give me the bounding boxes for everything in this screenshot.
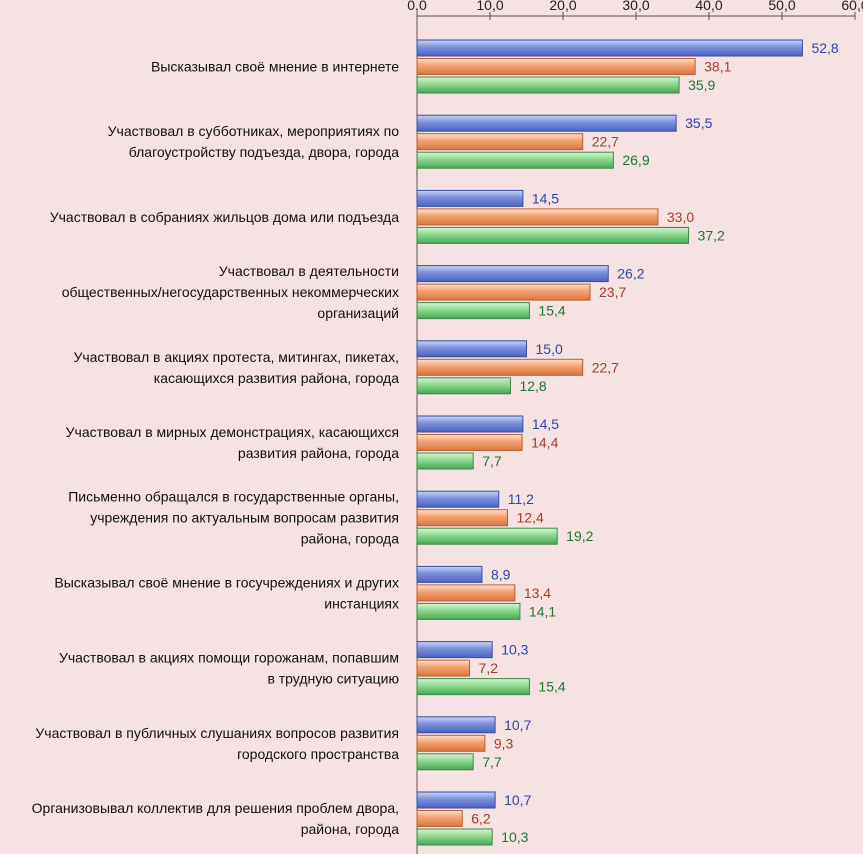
bar-series-3	[416, 151, 614, 169]
bar-series-2	[416, 734, 486, 752]
data-label-series-2: 6,2	[471, 811, 491, 827]
data-label-series-2: 22,7	[592, 359, 619, 375]
bar-series-3	[416, 377, 511, 395]
bar-series-3	[416, 302, 530, 320]
bar-series-1	[416, 265, 609, 283]
x-tick-label: 50,0	[768, 0, 795, 13]
data-label-series-1: 8,9	[491, 566, 511, 582]
bar-series-1	[416, 340, 527, 358]
data-label-series-1: 14,5	[532, 416, 559, 432]
category-label: касающихся развития района, города	[154, 370, 399, 386]
bar-series-3	[416, 226, 690, 244]
category-label: Участвовал в акциях протеста, митингах, …	[73, 349, 399, 365]
bar-series-2	[416, 584, 516, 602]
data-label-series-2: 14,4	[531, 435, 558, 451]
bar-series-3	[416, 753, 474, 771]
data-label-series-2: 9,3	[494, 735, 514, 751]
data-label-series-1: 10,3	[501, 642, 528, 658]
data-label-series-3: 7,7	[482, 754, 502, 770]
bar-series-2	[416, 283, 591, 301]
bar-series-2	[416, 58, 696, 75]
data-label-series-3: 35,9	[688, 77, 715, 93]
data-label-series-1: 10,7	[504, 792, 531, 808]
bar-series-1	[416, 189, 524, 207]
data-label-series-3: 7,7	[482, 453, 502, 469]
x-tick-label: 20,0	[549, 0, 576, 13]
category-label: инстанциях	[324, 595, 399, 611]
data-label-series-1: 52,8	[811, 40, 838, 56]
category-label: развития района, города	[238, 445, 399, 461]
data-label-series-1: 26,2	[617, 266, 644, 282]
bar-series-3	[416, 452, 474, 470]
bar-series-3	[416, 527, 558, 545]
data-label-series-3: 19,2	[566, 528, 593, 544]
bar-series-3	[416, 828, 493, 846]
bar-series-1	[416, 565, 483, 583]
bar-series-3	[416, 678, 530, 696]
x-tick-label: 0,0	[407, 0, 427, 13]
category-label: благоустройству подъезда, двора, города	[129, 144, 399, 160]
category-label: района, города	[301, 531, 399, 547]
category-label: Участвовал в субботниках, мероприятиях п…	[108, 123, 400, 139]
bar-series-2	[416, 133, 584, 151]
category-labels: Высказывал своё мнение в интернете Участв…	[32, 59, 400, 838]
data-label-series-3: 15,4	[538, 679, 565, 695]
bar-series-3	[416, 602, 521, 620]
data-label-series-2: 22,7	[592, 134, 619, 150]
bar-series-2	[416, 208, 659, 226]
category-label: общественных/негосударственных некоммерч…	[62, 284, 399, 300]
data-label-series-3: 14,1	[529, 603, 556, 619]
bar-series-1	[416, 791, 496, 809]
bar-series-1	[416, 490, 500, 508]
category-label: Участвовал в акциях помощи горожанам, по…	[59, 650, 399, 666]
data-label-series-1: 15,0	[536, 341, 563, 357]
bar-series-2	[416, 358, 584, 376]
data-label-series-2: 38,1	[704, 59, 731, 75]
data-labels: 52,838,135,935,522,726,914,533,037,226,2…	[471, 40, 839, 845]
bar-series-2	[416, 659, 471, 677]
category-label: организаций	[317, 305, 399, 321]
category-label: Участвовал в мирных демонстрациях, касаю…	[66, 424, 399, 440]
bar-series-2	[416, 509, 509, 527]
x-tick-label: 60,0	[841, 0, 863, 13]
data-label-series-1: 10,7	[504, 717, 531, 733]
data-label-series-1: 14,5	[532, 190, 559, 206]
bar-series-1	[416, 415, 524, 433]
data-label-series-3: 12,8	[519, 378, 546, 394]
category-label: Высказывал своё мнение в госучреждениях …	[54, 574, 399, 590]
data-label-series-2: 13,4	[524, 585, 551, 601]
bar-series-3	[416, 76, 680, 94]
data-label-series-1: 11,2	[508, 491, 534, 507]
data-label-series-1: 35,5	[685, 115, 712, 131]
bar-series-2	[416, 810, 463, 827]
bars	[416, 39, 803, 846]
x-tick-label: 30,0	[622, 0, 649, 13]
bar-series-1	[416, 641, 493, 659]
bar-series-1	[416, 114, 677, 132]
category-label: Участвовал в деятельности	[219, 263, 399, 279]
category-label: городского пространства	[237, 746, 399, 762]
data-label-series-2: 33,0	[667, 209, 694, 225]
data-label-series-3: 26,9	[622, 152, 649, 168]
data-label-series-2: 23,7	[599, 284, 626, 300]
bar-series-1	[416, 39, 803, 57]
category-label: Участвовал в публичных слушаниях вопросо…	[35, 725, 399, 741]
data-label-series-3: 10,3	[501, 829, 528, 845]
category-label: учреждения по актуальным вопросам развит…	[90, 510, 399, 526]
x-tick-label: 40,0	[695, 0, 722, 13]
data-label-series-3: 15,4	[538, 303, 565, 319]
category-label: Организовывал коллектив для решения проб…	[32, 800, 399, 816]
bar-series-1	[416, 716, 496, 734]
category-label: Участвовал в собраниях жильцов дома или …	[50, 209, 399, 225]
category-label: Письменно обращался в государственные ор…	[68, 489, 399, 505]
data-label-series-2: 7,2	[479, 660, 499, 676]
category-label: Высказывал своё мнение в интернете	[151, 59, 399, 75]
data-label-series-3: 37,2	[698, 227, 725, 243]
category-label: в трудную ситуацию	[267, 671, 399, 687]
category-label: района, города	[301, 821, 399, 837]
bar-series-2	[416, 434, 523, 451]
data-label-series-2: 12,4	[517, 510, 544, 526]
x-tick-label: 10,0	[476, 0, 503, 13]
